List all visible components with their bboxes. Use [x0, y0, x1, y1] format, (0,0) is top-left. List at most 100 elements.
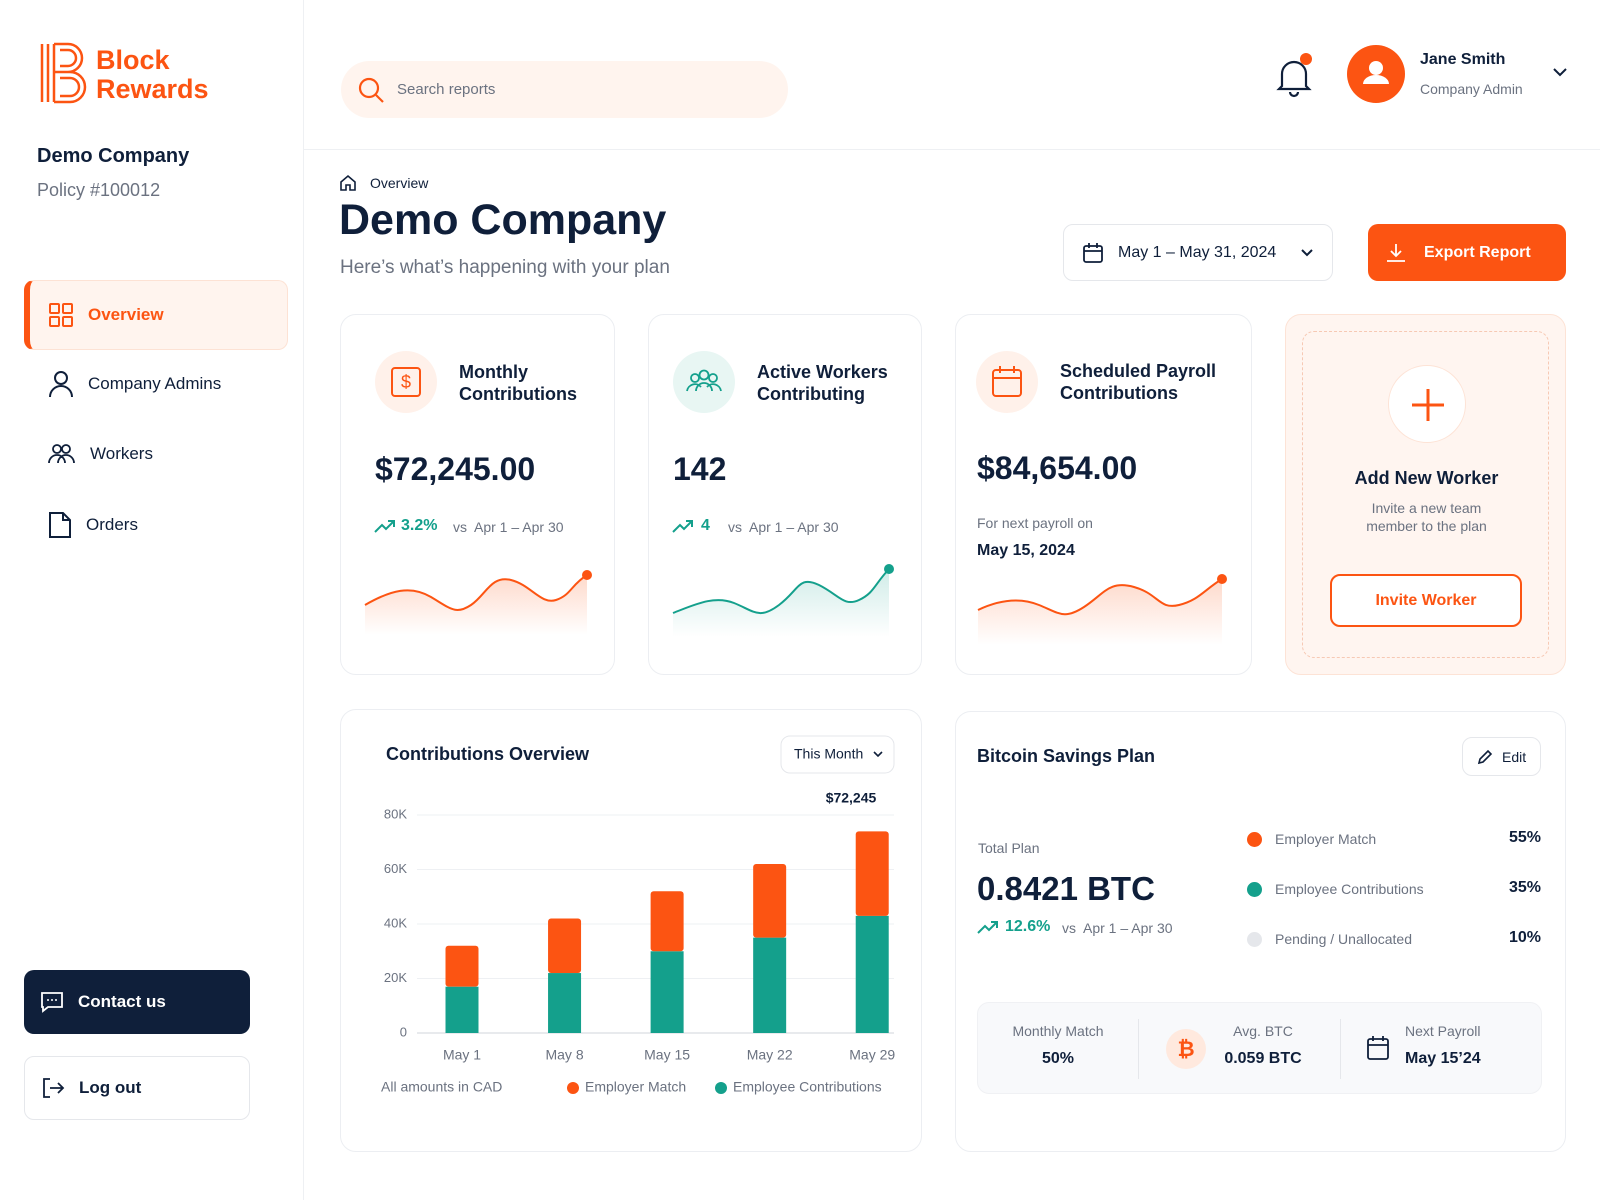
date-picker[interactable]: May 1 – May 31, 2024	[1063, 224, 1333, 281]
bar-segment	[650, 891, 684, 952]
legend-dot	[1247, 932, 1262, 947]
invite-button[interactable]: Invite Worker	[1330, 574, 1522, 627]
page-subtitle: Here’s what’s happening with your plan	[340, 257, 670, 278]
stat-value: 50%	[1041, 1050, 1075, 1067]
btc-icon: ₿	[1166, 1029, 1206, 1069]
bar-segment	[753, 937, 787, 1033]
card-icon	[673, 351, 735, 413]
stat-label: Next Payroll	[1405, 1023, 1481, 1039]
avatar-icon	[1363, 61, 1389, 84]
user-name: Jane Smith	[1420, 51, 1506, 68]
y-tick-label: 80K	[384, 806, 407, 821]
card-compare: vs Apr 1 – Apr 30	[453, 519, 564, 535]
card-title-line: Monthly	[459, 362, 528, 382]
stat-label: Avg. BTC	[1233, 1023, 1293, 1039]
chart-note: All amounts in CAD	[381, 1079, 502, 1095]
search-box[interactable]: Search reports	[341, 61, 788, 118]
stats-box: Monthly Match 50% ₿ Avg. BTC 0.059 BTC N…	[977, 1002, 1542, 1094]
card-title-line: Contributions	[459, 384, 577, 404]
nav-item[interactable]: Overview	[24, 280, 288, 350]
allocation-share: 35%	[1508, 879, 1541, 896]
user-menu-chevron[interactable]	[1552, 66, 1568, 78]
trend-icon	[977, 921, 998, 934]
chat-icon	[41, 992, 63, 1013]
calendar-icon	[1083, 242, 1103, 263]
bar-segment	[650, 951, 684, 1033]
period-label: This Month	[794, 746, 863, 762]
nav-item[interactable]: Workers	[24, 419, 288, 489]
y-tick-label: 60K	[384, 861, 407, 876]
x-tick-label: May 22	[747, 1047, 793, 1063]
bar-segment	[445, 945, 479, 987]
search-icon	[358, 77, 384, 103]
logout-label: Log out	[79, 1078, 142, 1097]
plus	[1412, 389, 1444, 421]
x-tick-label: May 29	[849, 1047, 895, 1063]
allocation-label: Employer Match	[1275, 831, 1377, 847]
nav-item[interactable]: Company Admins	[24, 349, 288, 419]
legend-swatch	[567, 1082, 579, 1094]
legend-label: Employer Match	[585, 1079, 686, 1095]
bar-segment	[753, 864, 787, 938]
nav-icon	[49, 512, 71, 538]
contact-button[interactable]: Contact us	[24, 970, 250, 1034]
add-worker-title: Add New Worker	[1354, 468, 1499, 488]
home-icon	[340, 174, 356, 191]
nav-icon	[48, 444, 75, 464]
card-icon	[976, 351, 1038, 413]
chevron	[873, 751, 883, 758]
card-title-line: Contributions	[1060, 383, 1178, 403]
policy-number: Policy #100012	[37, 180, 161, 200]
stat-card: Scheduled Payroll Contributions $84,654.0…	[955, 314, 1252, 675]
nav-label: Overview	[88, 305, 164, 324]
nav-item[interactable]: Orders	[24, 490, 288, 560]
pencil-icon	[1477, 749, 1493, 764]
export-button[interactable]: Export Report	[1368, 224, 1566, 281]
card-date: May 15, 2024	[977, 542, 1075, 559]
card-title-line: Active Workers	[757, 362, 888, 382]
bar-chart: Contributions Overview This Month $72,24…	[381, 735, 895, 1095]
card-title: Active Workers Contributing	[757, 361, 888, 405]
chart-annotation: $72,245	[826, 790, 877, 806]
logout-button[interactable]: Log out	[24, 1056, 250, 1120]
legend-dot	[1247, 882, 1262, 897]
stat-value: 0.059 BTC	[1224, 1050, 1302, 1067]
page-title: Demo Company	[339, 196, 667, 244]
bar-segment	[855, 831, 889, 916]
search-placeholder: Search reports	[397, 81, 496, 98]
allocation-share: 55%	[1508, 829, 1541, 846]
card-title-line: Contributing	[757, 384, 865, 404]
avatar[interactable]	[1347, 45, 1405, 103]
export-label: Export Report	[1424, 243, 1531, 261]
edit-button[interactable]: Edit	[1462, 737, 1541, 776]
card-title: Monthly Contributions	[459, 361, 577, 405]
people-icon	[686, 369, 722, 392]
sparkline	[672, 564, 894, 637]
contact-label: Contact us	[78, 992, 166, 1011]
svg-text:$: $	[401, 372, 411, 392]
logo-icon	[40, 42, 87, 104]
add-icon[interactable]	[1388, 365, 1466, 443]
bitcoin-title: Bitcoin Savings Plan	[977, 746, 1156, 766]
notification-bell[interactable]	[1274, 52, 1314, 98]
card-change: 3.2%	[401, 517, 438, 534]
nav-label: Company Admins	[88, 374, 222, 393]
x-tick-label: May 8	[545, 1047, 583, 1063]
x-tick-label: May 1	[443, 1047, 481, 1063]
card-compare: vs Apr 1 – Apr 30	[728, 519, 839, 535]
bitcoin-card: Bitcoin Savings Plan Edit Total Plan 0.8…	[955, 711, 1566, 1152]
allocation-share: 10%	[1508, 929, 1541, 946]
stat-card: $ Monthly Contributions $72,245.00 3.2% v…	[340, 314, 615, 675]
date-range: May 1 – May 31, 2024	[1118, 243, 1277, 261]
edit-label: Edit	[1502, 748, 1527, 765]
btc-symbol: ₿	[1177, 1038, 1194, 1061]
bar-segment	[445, 986, 479, 1033]
bar-segment	[548, 973, 582, 1033]
period-dropdown[interactable]	[780, 735, 895, 774]
legend-swatch	[715, 1082, 727, 1094]
nav-icon	[49, 371, 73, 398]
sparkline	[364, 570, 592, 635]
trend-icon	[672, 520, 693, 533]
card-value: $84,654.00	[977, 450, 1138, 486]
card-icon: $	[375, 351, 437, 413]
